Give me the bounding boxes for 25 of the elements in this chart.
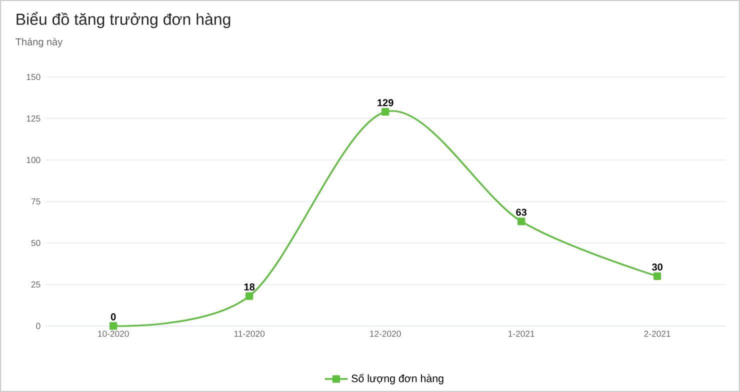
y-tick-label: 25 [31, 281, 40, 288]
chart-title: Biểu đồ tăng trưởng đơn hàng [16, 12, 230, 28]
y-tick-label: 125 [26, 115, 40, 122]
point [654, 272, 662, 280]
point [382, 108, 390, 116]
y-tick-label: 150 [26, 74, 40, 80]
data-label: 30 [652, 263, 662, 271]
data-label: 18 [244, 283, 255, 291]
x-tick-label: 1-2021 [508, 330, 534, 337]
y-tick-label: 100 [26, 156, 40, 164]
x-tick-label: 11-2020 [234, 330, 265, 337]
x-tick-label: 10-2020 [98, 330, 129, 337]
point [246, 292, 254, 300]
x-tick-label: 2-2021 [644, 330, 670, 337]
data-label: 0 [110, 313, 116, 320]
legend-label: Số lượng đơn hàng [352, 374, 444, 384]
y-tick-label: 75 [31, 198, 40, 205]
point [110, 322, 118, 330]
data-label: 63 [516, 208, 527, 216]
y-tick-label: 0 [36, 322, 40, 330]
chart-subtitle: Tháng này [16, 38, 63, 48]
y-tick-label: 50 [31, 240, 40, 246]
point [518, 218, 526, 226]
x-tick-label: 12-2020 [370, 330, 401, 337]
data-label: 129 [378, 99, 394, 106]
